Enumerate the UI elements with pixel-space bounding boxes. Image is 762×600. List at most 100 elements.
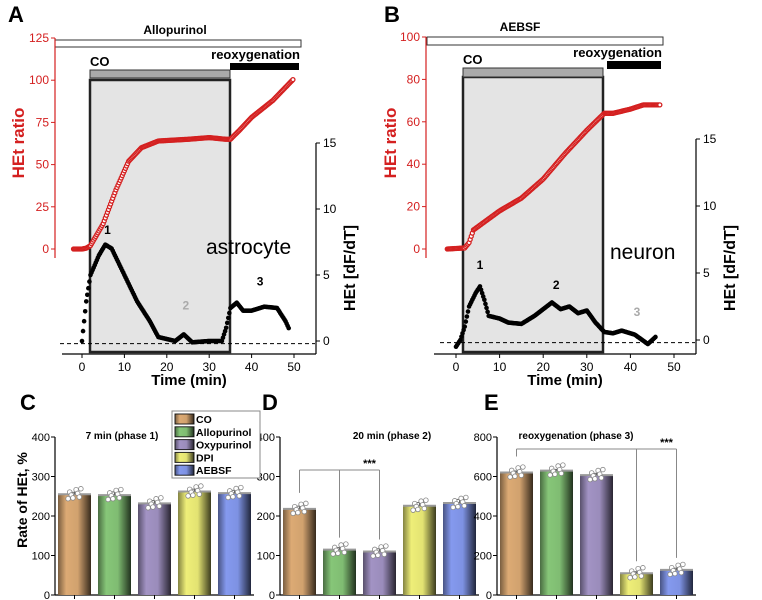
legend-swatch-shading [175,426,194,437]
het-derivative-point [83,299,89,304]
data-point [461,503,467,509]
het-derivative-point [483,301,488,307]
data-point [678,569,684,576]
het-derivative-point [485,309,490,315]
data-point [638,573,644,579]
bar-shading [98,495,131,595]
peak-label: 1 [104,223,111,237]
data-point [381,551,387,558]
het-derivative-point [80,328,86,334]
co-shaded-region [88,78,232,354]
panel-label-d: D [262,390,278,415]
y-tick-label: 400 [257,432,275,444]
bar-shading [500,472,533,595]
data-point [70,495,76,501]
het-derivative-point [286,325,292,331]
y-axis-label: Rate of HEt, % [14,452,30,548]
legend-swatch-shading [175,439,194,450]
bar-shading [443,502,476,595]
bar-chart-title: 20 min (phase 2) [353,431,431,442]
peak-label: 3 [634,305,641,319]
left-y-tick-label: 100 [400,30,420,44]
reoxygenation-label: reoxygenation [211,47,300,62]
significance-label: *** [660,437,674,449]
drug-title: AEBSF [500,20,541,34]
data-point [156,503,162,509]
bar-shading [138,503,171,595]
peak-label: 2 [183,298,190,312]
data-point [680,561,686,568]
co-label: CO [90,54,110,69]
drug-bar [426,36,664,46]
het-derivative-point [484,305,489,311]
data-point [423,497,429,503]
panel-label-b: B [384,2,400,27]
data-point [158,495,164,501]
data-point [518,472,524,479]
x-tick-label: 20 [160,360,174,374]
left-y-axis-label: HEt ratio [9,108,28,179]
x-tick-label: 40 [624,360,638,374]
right-y-tick-label: 0 [703,333,710,347]
x-tick-label: 50 [287,360,301,374]
het-derivative-point [465,309,471,314]
data-point [600,466,606,473]
bar-shading [403,505,436,595]
x-tick-label: 10 [118,360,132,374]
left-y-tick-label: 0 [42,242,49,256]
right-y-tick-label: 10 [323,202,337,216]
y-tick-label: 100 [32,551,50,563]
het-derivative-point [225,315,231,321]
het-derivative-point [79,338,85,344]
data-point [78,486,84,492]
right-y-tick-label: 15 [703,132,717,146]
left-y-tick-label: 60 [407,115,421,129]
het-derivative-point [81,318,87,324]
right-y-axis-label: HEt [dF/dT] [722,225,739,311]
het-derivative-point [462,324,468,329]
legend-label: DPI [196,452,214,464]
data-point [196,491,202,497]
x-axis-label: Time (min) [151,372,227,389]
x-tick-label: 30 [580,360,594,374]
co-bar [462,67,604,78]
data-point [632,574,638,580]
peak-label: 2 [553,278,560,292]
het-derivative-point [87,279,92,284]
data-point [238,484,244,491]
bar-shading [540,470,573,595]
het-derivative-point [223,325,229,331]
legend-label: CO [196,414,212,426]
het-derivative-point [86,285,91,291]
peak-label: 1 [477,258,484,272]
het-derivative-point [463,319,469,324]
bar-shading [283,508,316,595]
left-y-tick-label: 100 [29,73,49,87]
left-y-axis-label: HEt ratio [381,108,400,179]
y-tick-label: 600 [474,472,492,484]
x-tick-label: 20 [537,360,551,374]
data-point [150,504,156,510]
bar-shading [58,494,91,595]
het-derivative-point [227,310,232,316]
data-point [455,503,461,510]
data-point [421,505,427,512]
panel-label-e: E [484,390,499,415]
data-point [512,473,518,479]
x-axis-label: Time (min) [527,372,603,389]
data-point [118,486,124,493]
y-tick-label: 300 [257,472,275,484]
het-derivative-point [464,314,470,319]
legend-swatch-shading [175,414,194,424]
right-y-tick-label: 5 [323,268,330,282]
right-y-tick-label: 15 [323,136,337,150]
drug-bar [54,39,302,48]
left-y-tick-label: 25 [36,200,50,214]
x-tick-label: 0 [79,360,86,374]
het-derivative-point [482,297,487,303]
peak-label: 3 [257,275,264,289]
data-point [383,543,389,549]
data-point [110,496,116,502]
y-tick-label: 0 [269,590,275,600]
